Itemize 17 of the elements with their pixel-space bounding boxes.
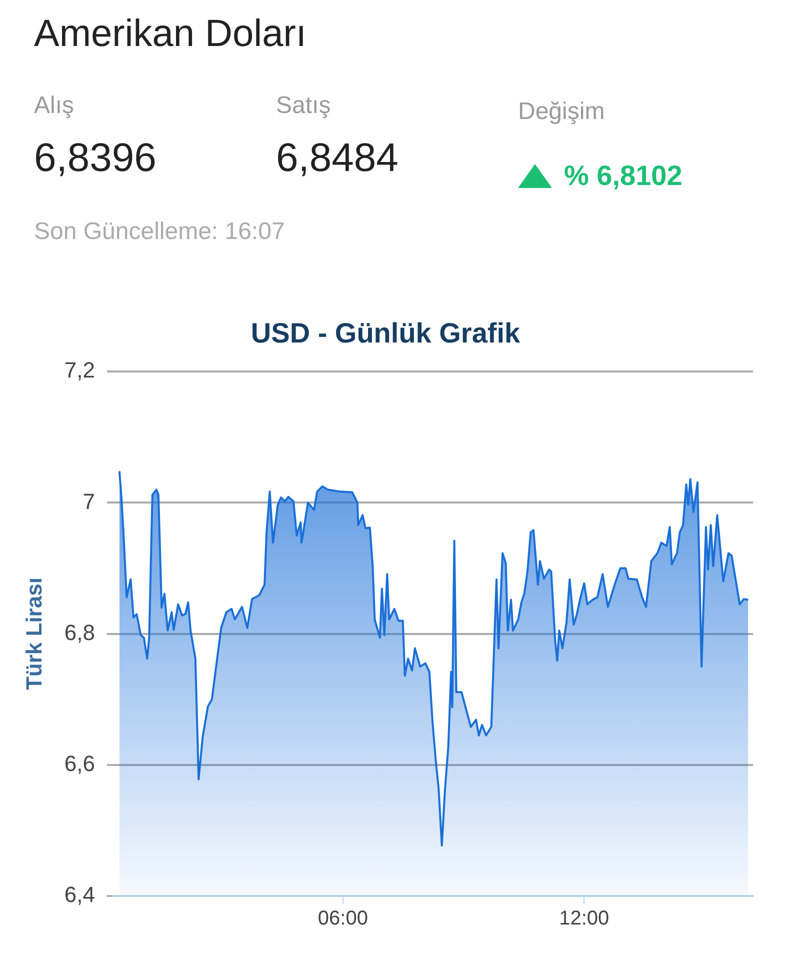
text: Son Güncelleme: 16:07 xyxy=(34,218,286,246)
x-tick-label: 12:00 xyxy=(559,908,610,930)
y-tick-label: 6,8 xyxy=(64,620,95,645)
text: 6,8396 xyxy=(34,136,156,180)
x-tick-label: 06:00 xyxy=(318,908,368,930)
text: Alış xyxy=(34,92,76,120)
text: Satış xyxy=(276,92,332,120)
text: Amerikan Doları xyxy=(34,12,308,56)
y-tick-label: 6,4 xyxy=(64,882,95,908)
y-tick-label: 7 xyxy=(82,488,95,514)
text: Değişim xyxy=(518,98,606,126)
y-tick-label: 7,2 xyxy=(64,358,95,383)
text: 6,8484 xyxy=(276,136,398,180)
chart-title: USD - Günlük Grafik xyxy=(250,318,520,349)
y-tick-label: 6,6 xyxy=(64,750,95,776)
y-axis-title: Türk Lirası xyxy=(21,578,46,690)
text: % 6,8102 xyxy=(564,160,682,192)
